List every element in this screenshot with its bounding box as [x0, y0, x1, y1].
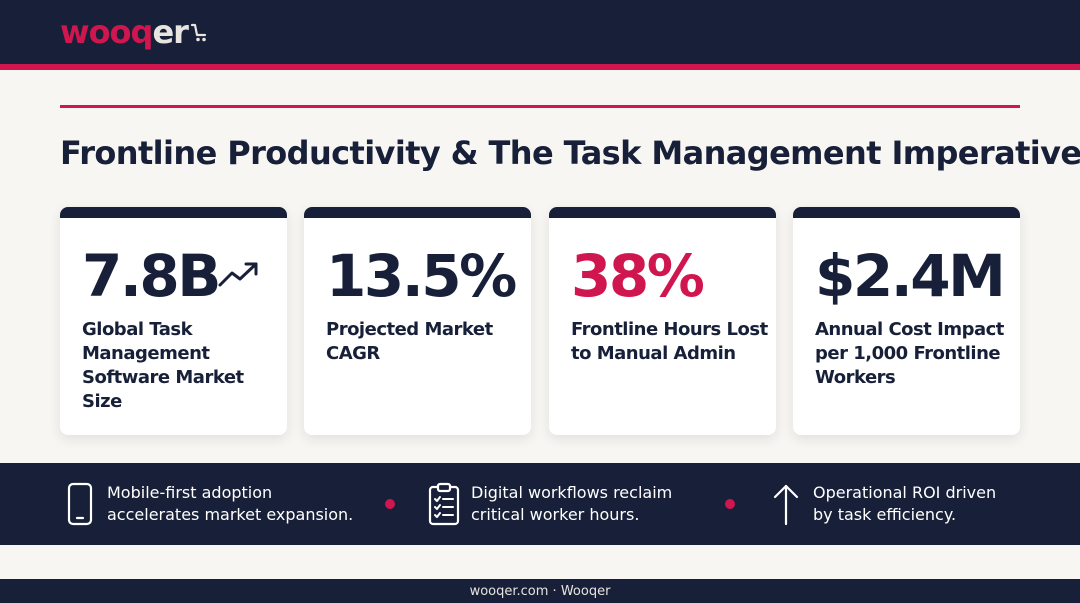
separator-dot: [725, 499, 735, 509]
card-top-bar: [304, 207, 531, 218]
card-top-bar: [549, 207, 776, 218]
stat-label: Projected Market CAGR: [326, 319, 493, 364]
trend-up-icon: [218, 262, 258, 287]
smartphone-icon: [67, 482, 93, 526]
stat-value: 7.8B: [82, 242, 221, 310]
wooqer-logo[interactable]: wooq er: [60, 10, 208, 54]
footer-text[interactable]: wooqer.com · Wooqer: [469, 583, 611, 599]
stat-card-cost-impact: $2.4M Annual Cost Impact per 1,000 Front…: [793, 207, 1020, 435]
stat-card-cagr: 13.5% Projected Market CAGR: [304, 207, 531, 435]
stat-value: 13.5%: [326, 242, 517, 310]
highlight-operational-roi: Operational ROI driven by task efficienc…: [766, 463, 996, 545]
top-bar: wooq er: [0, 0, 1080, 64]
card-top-bar: [60, 207, 287, 218]
arrow-up-icon: [773, 484, 799, 526]
highlight-line-2: by task efficiency.: [813, 505, 957, 524]
stat-label: Annual Cost Impact per 1,000 Frontline W…: [815, 319, 1004, 388]
stat-card-market-size: 7.8B Global Task Management Software Mar…: [60, 207, 287, 435]
card-top-bar: [793, 207, 1020, 218]
footer-bar: wooqer.com · Wooqer: [0, 579, 1080, 603]
highlight-mobile-adoption: Mobile-first adoption accelerates market…: [60, 463, 353, 545]
highlight-line-2: accelerates market expansion.: [107, 505, 354, 524]
highlight-line-2: critical worker hours.: [471, 505, 640, 524]
highlight-line-1: Operational ROI driven: [813, 483, 997, 502]
stat-label: Frontline Hours Lost to Manual Admin: [571, 319, 768, 364]
highlights-band: Mobile-first adoption accelerates market…: [0, 463, 1080, 545]
stat-card-hours-lost: 38% Frontline Hours Lost to Manual Admin: [549, 207, 776, 435]
highlight-line-1: Mobile-first adoption: [107, 483, 273, 502]
header-accent-stripe: [0, 64, 1080, 70]
highlight-digital-workflows: Digital workflows reclaim critical worke…: [424, 463, 672, 545]
page-title: Frontline Productivity & The Task Manage…: [60, 134, 1080, 172]
logo-text-secondary: er: [152, 13, 188, 51]
highlight-line-1: Digital workflows reclaim: [471, 483, 673, 502]
title-divider: [60, 105, 1020, 108]
stat-cards: 7.8B Global Task Management Software Mar…: [60, 207, 1020, 435]
stat-value: $2.4M: [815, 242, 1006, 310]
checklist-clipboard-icon: [428, 482, 460, 526]
stat-label: Global Task Management Software Market S…: [82, 319, 244, 412]
shopping-cart-icon: [190, 23, 207, 42]
logo-text-primary: wooq: [60, 13, 153, 51]
separator-dot: [385, 499, 395, 509]
stat-value: 38%: [571, 242, 705, 310]
